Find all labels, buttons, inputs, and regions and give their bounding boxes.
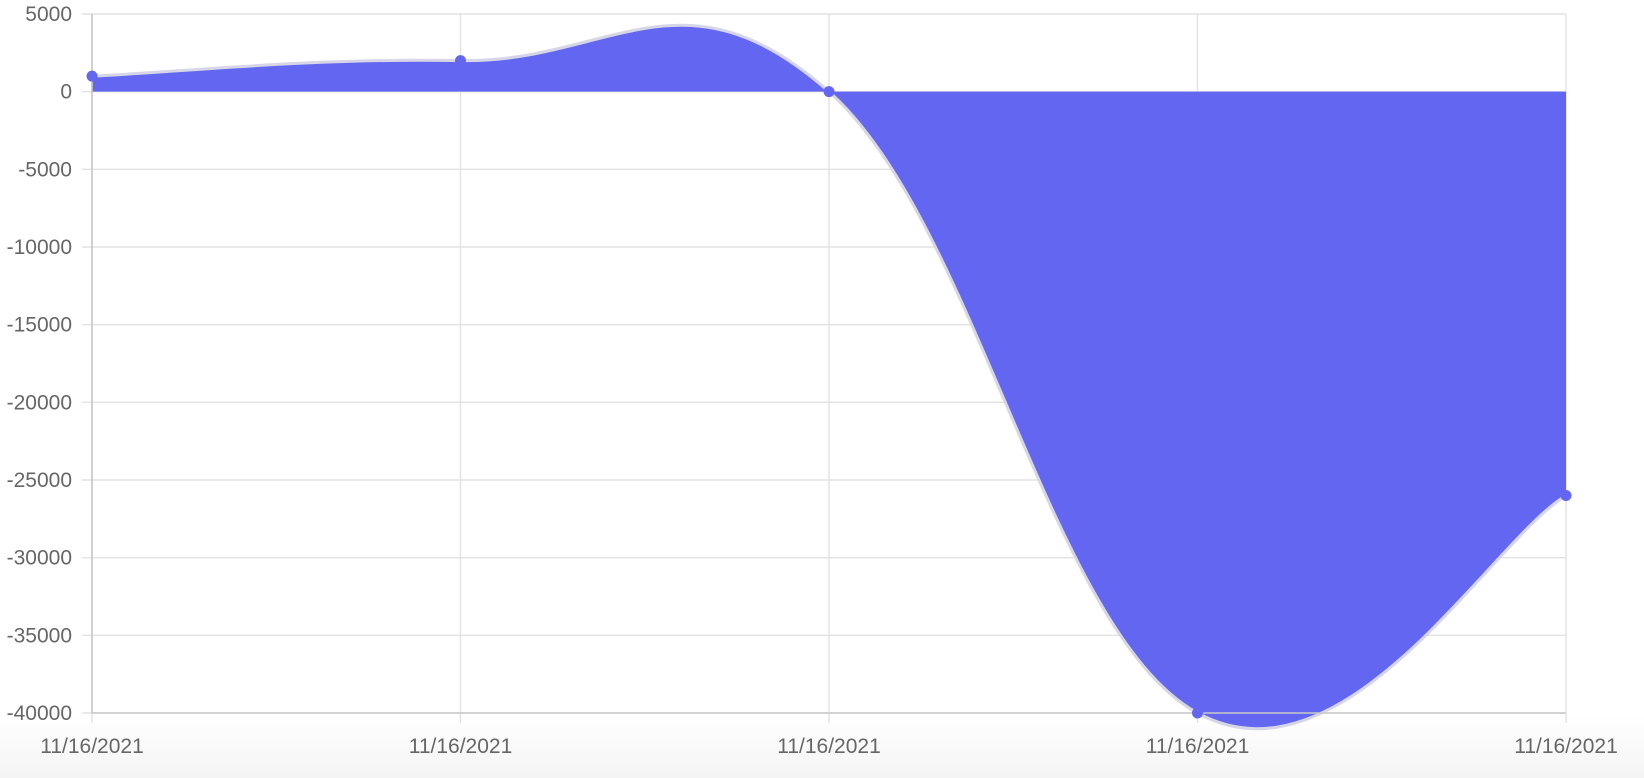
y-tick-label: -15000 bbox=[7, 314, 72, 337]
y-tick-label: -40000 bbox=[7, 702, 72, 725]
area-fill bbox=[92, 25, 1566, 729]
y-tick-label: -5000 bbox=[18, 158, 72, 181]
data-point[interactable] bbox=[823, 86, 835, 98]
x-tick-label: 11/16/2021 bbox=[409, 735, 513, 758]
axes bbox=[91, 14, 1566, 714]
y-tick-label: -20000 bbox=[7, 391, 72, 414]
x-tick-label: 11/16/2021 bbox=[777, 735, 881, 758]
data-point[interactable] bbox=[1192, 707, 1203, 719]
y-tick-label: -35000 bbox=[7, 624, 72, 647]
y-tick-label: -25000 bbox=[7, 469, 72, 492]
series-line bbox=[91, 23, 1567, 731]
y-tick-label: 0 bbox=[60, 81, 72, 104]
data-point[interactable] bbox=[455, 55, 466, 67]
y-tick-label: -30000 bbox=[7, 547, 72, 570]
y-tick-label: -10000 bbox=[7, 236, 72, 259]
data-point[interactable] bbox=[1560, 490, 1572, 502]
x-tick-label: 11/16/2021 bbox=[1146, 735, 1250, 758]
y-axis-tick-labels: 5000 0 -5000 -10000 -15000 -20000 -25000 -30000… bbox=[7, 3, 72, 725]
area-series bbox=[91, 23, 1567, 731]
x-tick-label: 11/16/2021 bbox=[1514, 735, 1618, 758]
data-point[interactable] bbox=[86, 70, 98, 82]
y-tick-label: 5000 bbox=[25, 3, 72, 26]
x-tick-label: 11/16/2021 bbox=[40, 735, 144, 758]
data-points bbox=[86, 55, 1572, 719]
x-axis-tick-labels: 11/16/2021 11/16/2021 11/16/2021 11/16/2021… bbox=[40, 735, 1618, 758]
